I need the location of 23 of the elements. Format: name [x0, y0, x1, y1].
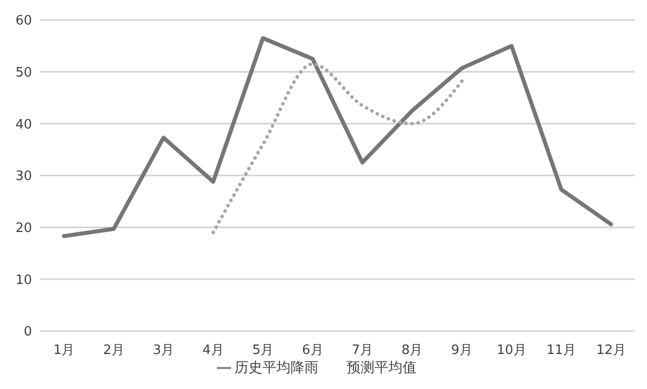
y-tick-label: 60 — [15, 14, 32, 29]
x-tick-label: 11月 — [546, 343, 576, 358]
y-tick-label: 10 — [15, 272, 32, 288]
line-series — [211, 62, 464, 234]
x-tick-label: 8月 — [401, 343, 423, 358]
y-tick-label: 40 — [15, 117, 32, 132]
y-tick-label: 50 — [15, 65, 32, 80]
x-tick-label: 9月 — [451, 343, 472, 358]
legend-label: 历史平均降雨 — [234, 360, 318, 376]
x-tick-label: 10月 — [496, 343, 526, 358]
y-tick-label: 0 — [24, 324, 32, 340]
line-series — [62, 36, 613, 238]
y-tick-label: 20 — [15, 220, 32, 236]
x-tick-label: 2月 — [103, 343, 124, 358]
x-tick-label: 1月 — [53, 343, 75, 358]
x-tick-label: 6月 — [302, 343, 324, 358]
y-tick-label: 30 — [15, 169, 32, 184]
legend-label: 预测平均值 — [346, 360, 416, 376]
x-tick-label: 12月 — [596, 343, 626, 358]
x-tick-label: 3月 — [152, 343, 174, 358]
x-tick-label: 4月 — [202, 343, 224, 358]
x-tick-label: 7月 — [352, 343, 374, 358]
x-tick-label: 5月 — [252, 343, 274, 358]
